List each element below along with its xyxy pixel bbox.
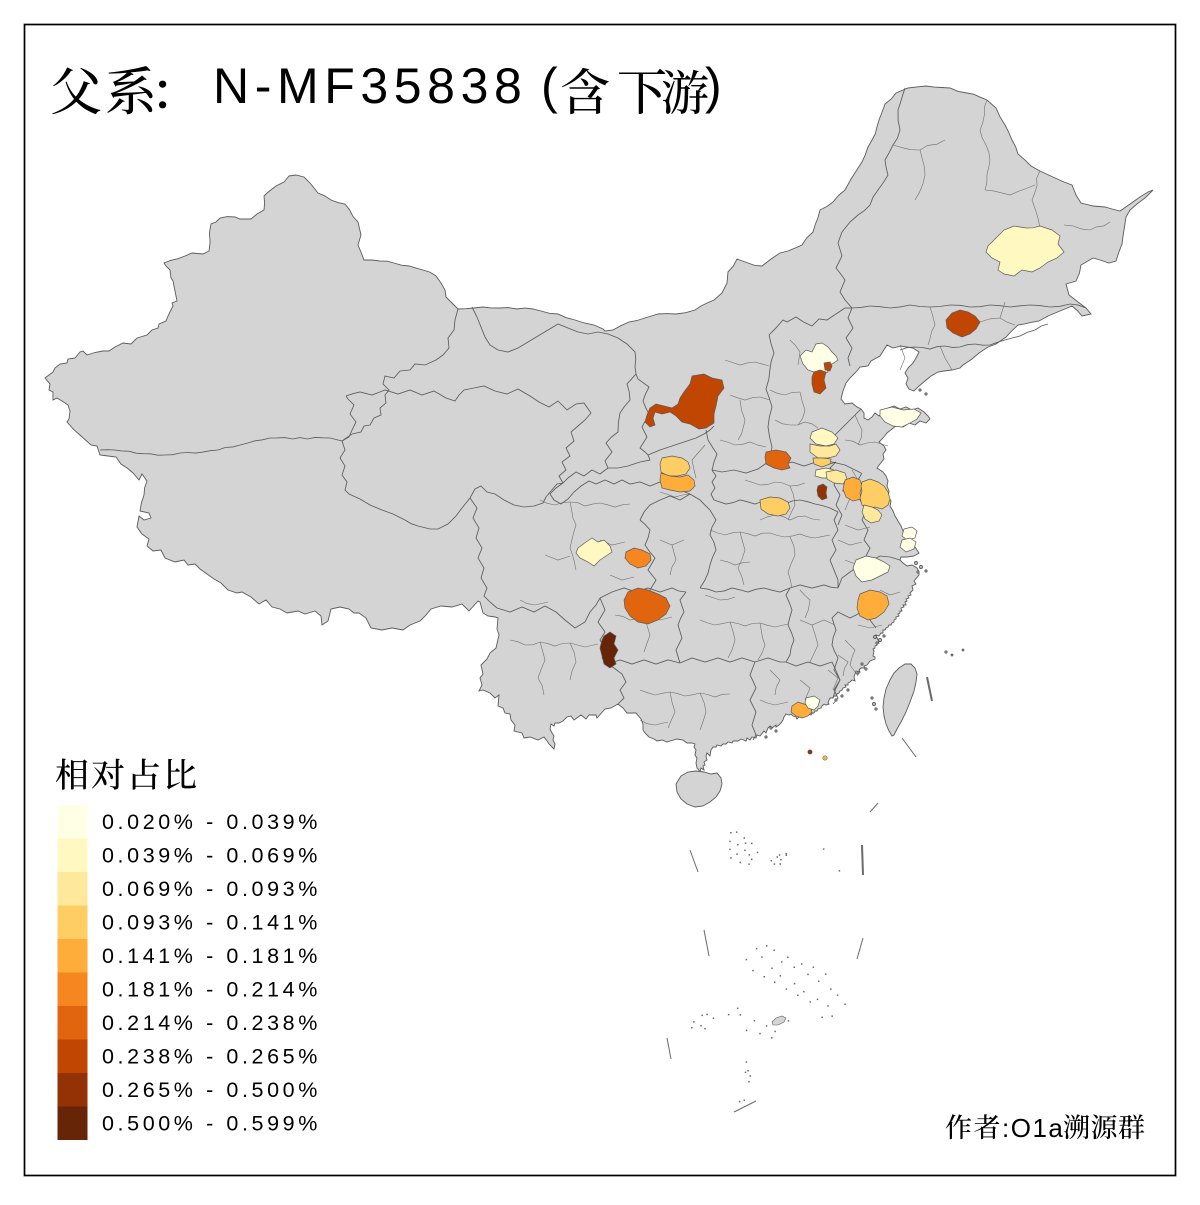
svg-text:0.069% - 0.093%: 0.069% - 0.093% [102, 877, 321, 901]
svg-text:N-MF35838: N-MF35838 [213, 58, 527, 114]
svg-text:): ) [705, 58, 722, 114]
svg-text::O1a: :O1a [1002, 1113, 1064, 1143]
svg-text:0.093% - 0.141%: 0.093% - 0.141% [102, 911, 321, 935]
svg-text:0.141% - 0.181%: 0.141% - 0.181% [102, 944, 321, 968]
svg-text:0.214% - 0.238%: 0.214% - 0.238% [102, 1011, 321, 1035]
svg-text:0.500% - 0.599%: 0.500% - 0.599% [102, 1112, 321, 1136]
svg-text:0.020% - 0.039%: 0.020% - 0.039% [102, 810, 321, 834]
svg-text:0.039% - 0.069%: 0.039% - 0.069% [102, 844, 321, 868]
svg-text:0.265% - 0.500%: 0.265% - 0.500% [102, 1078, 321, 1102]
svg-text:(: ( [541, 58, 558, 114]
svg-text:0.238% - 0.265%: 0.238% - 0.265% [102, 1045, 321, 1069]
svg-text:0.181% - 0.214%: 0.181% - 0.214% [102, 978, 321, 1002]
